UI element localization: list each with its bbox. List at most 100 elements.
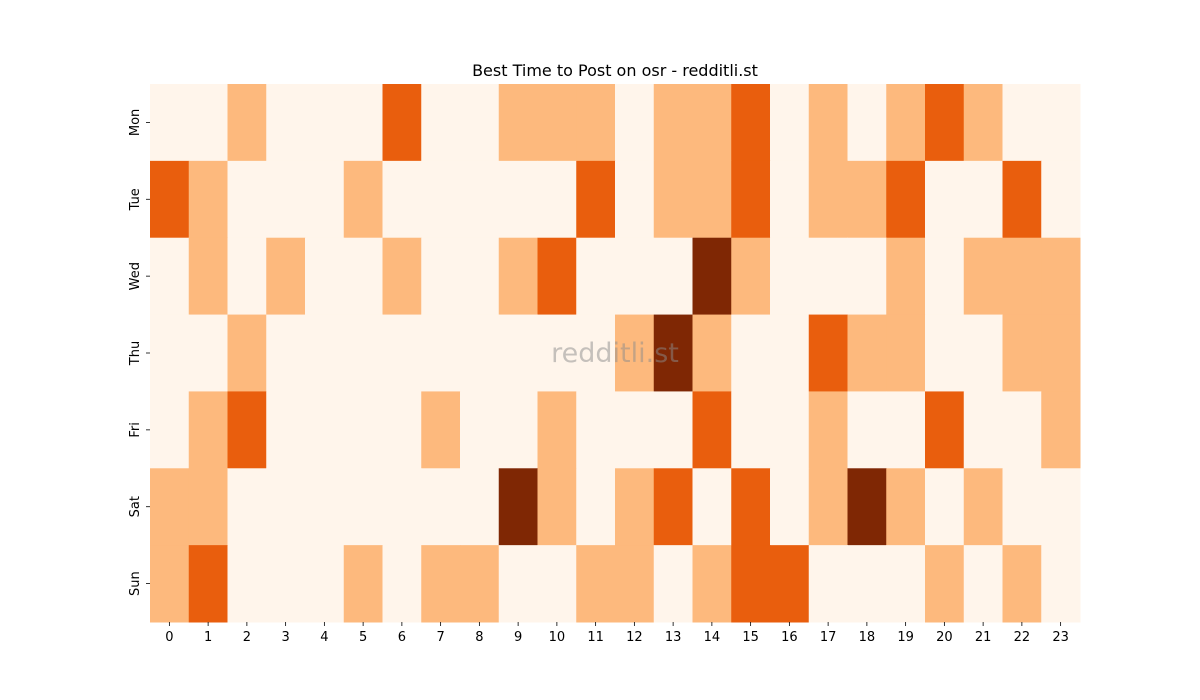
- heatmap-cell-Sat-13: [653, 468, 693, 546]
- heatmap-cell-Tue-10: [537, 160, 577, 239]
- heatmap-cell-Thu-19: [886, 314, 926, 392]
- heatmap-cell-Sun-23: [1041, 545, 1081, 623]
- heatmap-cell-Sat-2: [227, 468, 267, 546]
- heatmap-cell-Thu-16: [770, 314, 810, 392]
- x-tick-label: 19: [897, 630, 914, 645]
- x-tick-label: 11: [587, 630, 604, 645]
- x-tick-label: 15: [742, 630, 759, 645]
- heatmap-cell-Sun-18: [847, 545, 887, 623]
- heatmap-cell-Wed-10: [537, 237, 577, 316]
- heatmap-cell-Tue-18: [847, 160, 887, 239]
- heatmap-cell-Mon-0: [150, 84, 190, 162]
- x-tick-label: 22: [1014, 630, 1031, 645]
- heatmap-cell-Mon-22: [1002, 84, 1042, 162]
- heatmap-cell-Sun-0: [150, 545, 190, 623]
- x-tick-label: 21: [975, 630, 992, 645]
- heatmap-cell-Fri-20: [925, 391, 965, 469]
- x-tick-label: 6: [398, 630, 406, 645]
- heatmap-cell-Sat-19: [886, 468, 926, 546]
- heatmap-cell-Tue-3: [266, 160, 306, 239]
- heatmap-cell-Sun-13: [653, 545, 693, 623]
- heatmap-cells: [150, 84, 1081, 623]
- heatmap-cell-Fri-6: [382, 391, 422, 469]
- heatmap-cell-Mon-16: [770, 84, 810, 162]
- heatmap-cell-Sat-5: [343, 468, 383, 546]
- heatmap-cell-Mon-18: [847, 84, 887, 162]
- heatmap-cell-Tue-19: [886, 160, 926, 239]
- watermark: redditli.st: [551, 338, 679, 369]
- heatmap-cell-Tue-7: [421, 160, 461, 239]
- heatmap-cell-Mon-19: [886, 84, 926, 162]
- heatmap-cell-Sat-0: [150, 468, 190, 546]
- x-tick-label: 14: [704, 630, 721, 645]
- x-tick-label: 13: [665, 630, 682, 645]
- heatmap-cell-Mon-15: [731, 84, 771, 162]
- heatmap-cell-Sun-12: [615, 545, 655, 623]
- heatmap-cell-Sun-19: [886, 545, 926, 623]
- heatmap-cell-Sun-22: [1002, 545, 1042, 623]
- heatmap-cell-Sat-7: [421, 468, 461, 546]
- heatmap-cell-Mon-1: [188, 84, 228, 162]
- heatmap-cell-Tue-21: [963, 160, 1003, 239]
- heatmap-cell-Tue-11: [576, 160, 616, 239]
- heatmap-cell-Thu-15: [731, 314, 771, 392]
- x-tick-label: 4: [320, 630, 328, 645]
- heatmap-cell-Wed-8: [460, 237, 500, 316]
- heatmap-cell-Sun-20: [925, 545, 965, 623]
- heatmap-cell-Thu-10: [537, 314, 577, 392]
- heatmap-cell-Sat-12: [615, 468, 655, 546]
- heatmap-cell-Tue-6: [382, 160, 422, 239]
- heatmap-cell-Thu-23: [1041, 314, 1081, 392]
- heatmap-cell-Fri-10: [537, 391, 577, 469]
- x-tick-label: 10: [549, 630, 566, 645]
- heatmap-cell-Fri-15: [731, 391, 771, 469]
- heatmap-cell-Wed-21: [963, 237, 1003, 316]
- heatmap-cell-Thu-13: [653, 314, 693, 392]
- heatmap-cell-Tue-22: [1002, 160, 1042, 239]
- heatmap-cell-Fri-7: [421, 391, 461, 469]
- heatmap-cell-Wed-19: [886, 237, 926, 316]
- heatmap-cell-Thu-21: [963, 314, 1003, 392]
- heatmap-cell-Wed-11: [576, 237, 616, 316]
- heatmap-cell-Fri-18: [847, 391, 887, 469]
- heatmap-cell-Sun-11: [576, 545, 616, 623]
- heatmap-cell-Wed-9: [498, 237, 538, 316]
- heatmap-cell-Thu-18: [847, 314, 887, 392]
- x-tick-label: 2: [243, 630, 251, 645]
- y-axis: Mon Tue Wed Thu Fri Sat Sun: [128, 109, 150, 596]
- heatmap-cell-Thu-5: [343, 314, 383, 392]
- heatmap-cell-Tue-23: [1041, 160, 1081, 239]
- heatmap-cell-Fri-14: [692, 391, 732, 469]
- heatmap-cell-Thu-9: [498, 314, 538, 392]
- heatmap-cell-Sun-9: [498, 545, 538, 623]
- heatmap-cell-Sat-17: [808, 468, 848, 546]
- heatmap-cell-Fri-13: [653, 391, 693, 469]
- heatmap-cell-Thu-17: [808, 314, 848, 392]
- heatmap-cell-Fri-2: [227, 391, 267, 469]
- heatmap-cell-Fri-4: [305, 391, 345, 469]
- heatmap-cell-Sat-11: [576, 468, 616, 546]
- heatmap-cell-Mon-8: [460, 84, 500, 162]
- heatmap-cell-Wed-18: [847, 237, 887, 316]
- heatmap-cell-Wed-20: [925, 237, 965, 316]
- heatmap-cell-Fri-22: [1002, 391, 1042, 469]
- heatmap-cell-Sat-23: [1041, 468, 1081, 546]
- heatmap-cell-Fri-8: [460, 391, 500, 469]
- heatmap-cell-Thu-8: [460, 314, 500, 392]
- heatmap-cell-Mon-2: [227, 84, 267, 162]
- heatmap-cell-Tue-9: [498, 160, 538, 239]
- heatmap-cell-Thu-0: [150, 314, 190, 392]
- heatmap-cell-Sun-3: [266, 545, 306, 623]
- heatmap-cell-Wed-0: [150, 237, 190, 316]
- heatmap-cell-Sun-7: [421, 545, 461, 623]
- heatmap-cell-Tue-16: [770, 160, 810, 239]
- x-tick-label: 20: [936, 630, 953, 645]
- heatmap-cell-Mon-21: [963, 84, 1003, 162]
- heatmap-cell-Tue-17: [808, 160, 848, 239]
- heatmap-cell-Mon-14: [692, 84, 732, 162]
- x-tick-label: 8: [475, 630, 483, 645]
- heatmap-cell-Mon-7: [421, 84, 461, 162]
- heatmap-cell-Sat-6: [382, 468, 422, 546]
- y-tick-label: Mon: [128, 109, 143, 136]
- heatmap-cell-Tue-8: [460, 160, 500, 239]
